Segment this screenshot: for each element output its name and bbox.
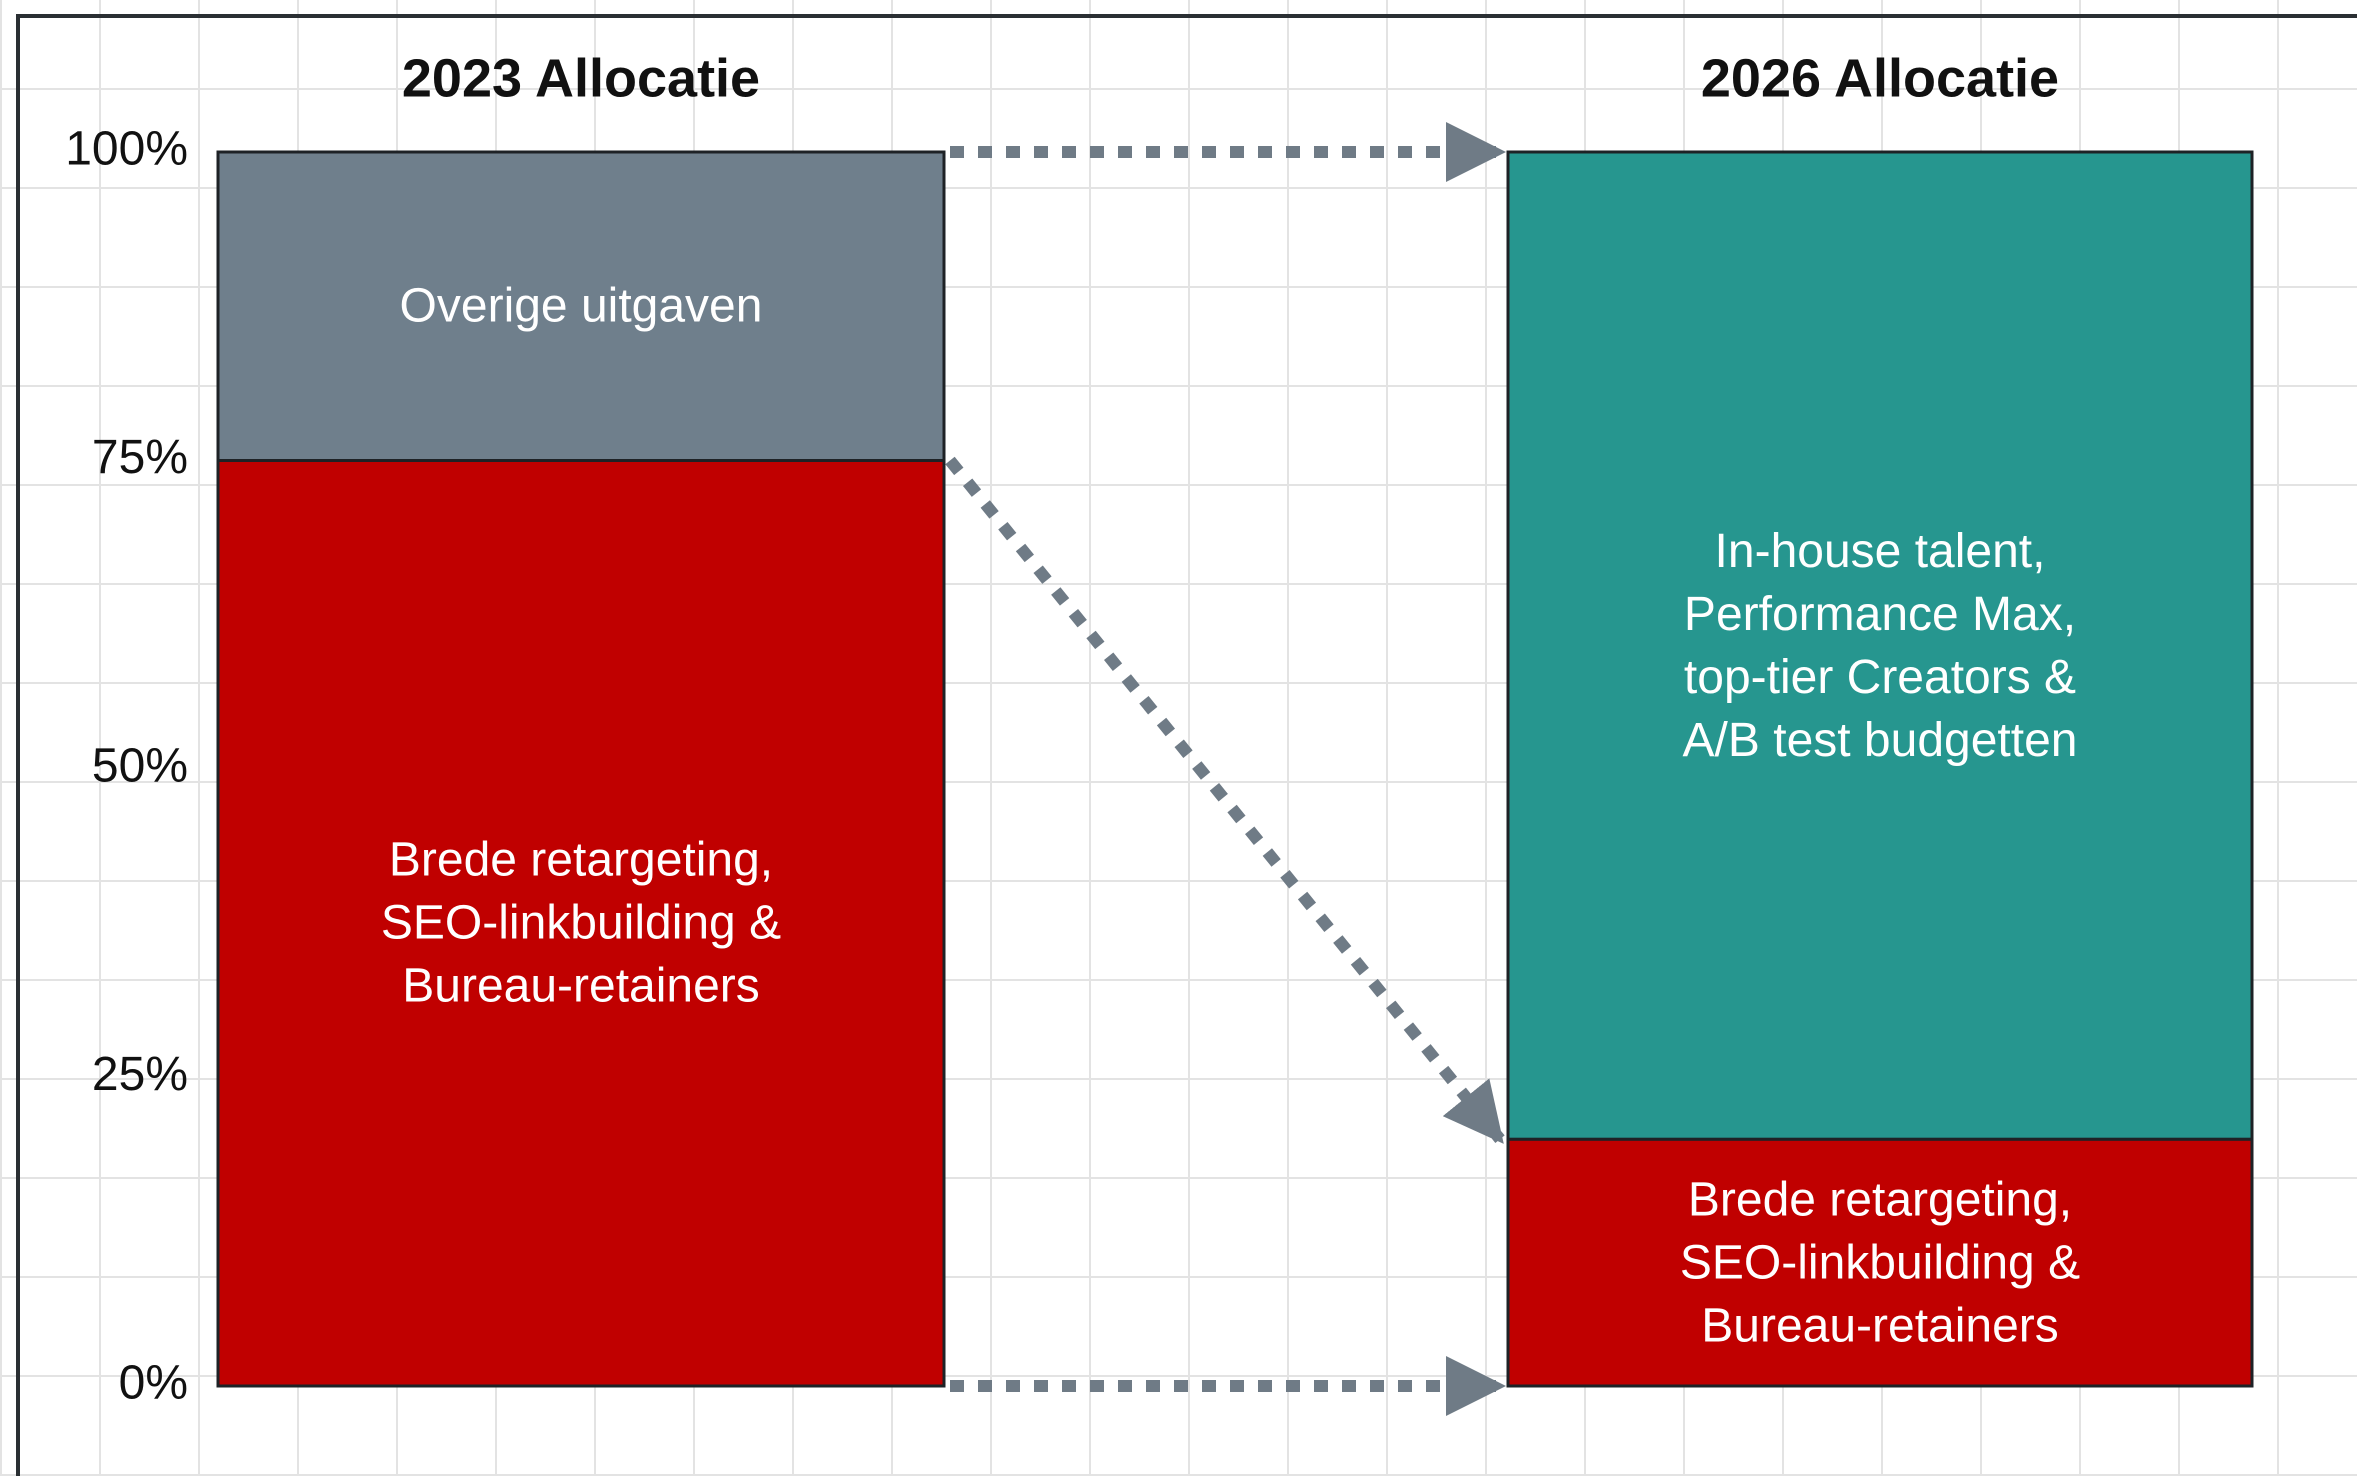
y-tick-label: 50%: [92, 740, 188, 793]
frame: [16, 14, 2357, 1476]
transition-arrow: [945, 456, 1505, 1144]
y-tick-label: 100%: [65, 123, 188, 176]
segment-label: Brede retargeting, SEO-linkbuilding & Bu…: [1679, 1173, 2081, 1353]
category-title: 2023 Allocatie: [402, 48, 760, 108]
category-title: 2026 Allocatie: [1701, 48, 2059, 108]
bar-segment: [1506, 1137, 2254, 1388]
y-tick-label: 75%: [92, 431, 188, 484]
bar-segment: [216, 150, 946, 462]
segment-label: Overige uitgaven: [399, 279, 763, 333]
bar-segment: [1506, 150, 2254, 1141]
y-tick-label: 25%: [92, 1048, 188, 1101]
y-tick-label: 0%: [119, 1357, 188, 1410]
segment-label: Brede retargeting, SEO-linkbuilding & Bu…: [380, 833, 782, 1013]
segment-label: In-house talent, Performance Max, top-ti…: [1682, 524, 2078, 767]
